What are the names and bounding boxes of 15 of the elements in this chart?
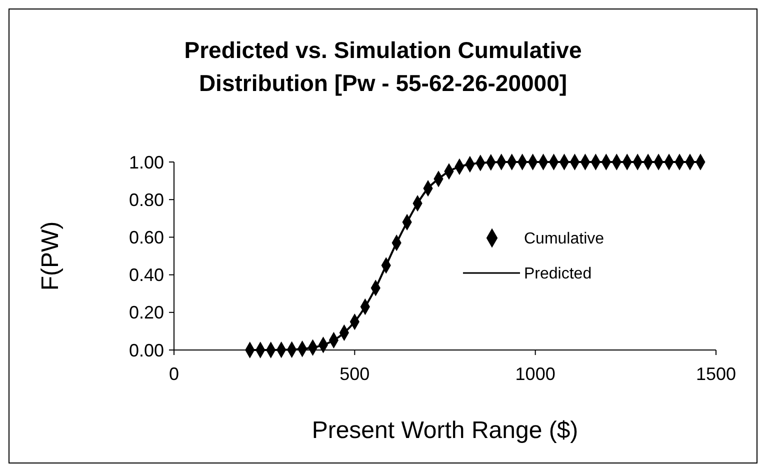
x-axis-title: Present Worth Range ($)	[312, 417, 578, 444]
legend-label: Cumulative	[524, 230, 604, 248]
y-tick-label: 1.00	[128, 152, 164, 172]
y-tick-label: 0.60	[128, 228, 164, 248]
legend-label: Predicted	[524, 266, 592, 283]
y-tick-label: 0.80	[128, 190, 164, 210]
y-tick-label: 0.40	[128, 265, 164, 286]
y-axis-title: F(PW)	[37, 221, 64, 291]
y-tick-label: 0.00	[128, 340, 164, 360]
x-tick-label: 1500	[696, 364, 736, 384]
y-tick-label: 0.20	[128, 302, 164, 323]
x-tick-label: 0	[168, 364, 180, 384]
x-tick-label: 500	[340, 364, 370, 384]
x-tick-label: 1000	[515, 364, 556, 384]
chart-title: Predicted vs. Simulation Cumulative Distribution [Pw - 55-62-26-20000]	[184, 37, 582, 96]
